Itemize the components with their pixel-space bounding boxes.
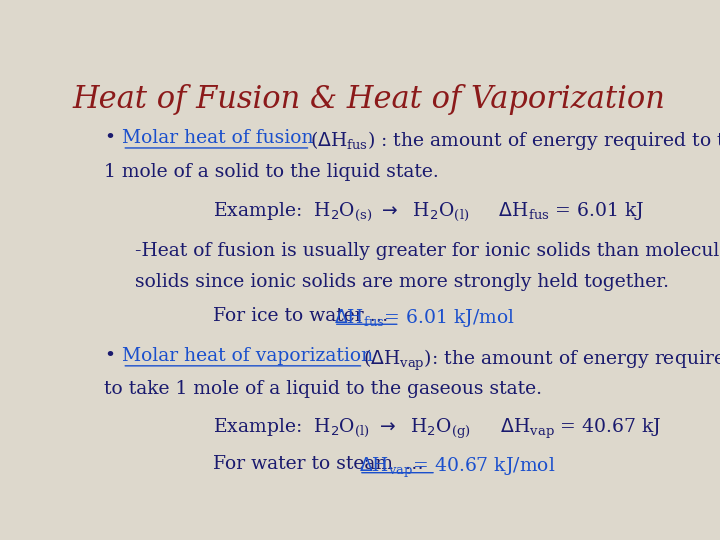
Text: For water to steam  …: For water to steam …	[213, 455, 436, 473]
Text: Heat of Fusion & Heat of Vaporization: Heat of Fusion & Heat of Vaporization	[73, 84, 665, 114]
Text: For ice to water …: For ice to water …	[213, 307, 400, 325]
Text: Molar heat of fusion: Molar heat of fusion	[122, 129, 320, 147]
Text: Molar heat of vaporization: Molar heat of vaporization	[122, 347, 379, 365]
Text: Example:  H$_2$O$_{\mathregular{(s)}}$ $\rightarrow$  H$_2$O$_{\mathregular{(l)}: Example: H$_2$O$_{\mathregular{(s)}}$ $\…	[213, 201, 644, 224]
Text: solids since ionic solids are more strongly held together.: solids since ionic solids are more stron…	[135, 273, 669, 291]
Text: 1 mole of a solid to the liquid state.: 1 mole of a solid to the liquid state.	[104, 163, 438, 181]
Text: ($\Delta$H$_{\mathregular{vap}}$): the amount of energy required: ($\Delta$H$_{\mathregular{vap}}$): the a…	[364, 347, 720, 373]
Text: $\Delta$H$_{\mathregular{fus}}$= 6.01 kJ/mol: $\Delta$H$_{\mathregular{fus}}$= 6.01 kJ…	[334, 307, 515, 329]
Text: •: •	[104, 347, 115, 365]
Text: ($\Delta$H$_{\mathregular{fus}}$) : the amount of energy required to take: ($\Delta$H$_{\mathregular{fus}}$) : the …	[310, 129, 720, 152]
Text: -Heat of fusion is usually greater for ionic solids than molecular: -Heat of fusion is usually greater for i…	[135, 241, 720, 260]
Text: $\Delta$H$_{\mathregular{vap}}$= 40.67 kJ/mol: $\Delta$H$_{\mathregular{vap}}$= 40.67 k…	[359, 455, 555, 480]
Text: to take 1 mole of a liquid to the gaseous state.: to take 1 mole of a liquid to the gaseou…	[104, 380, 542, 397]
Text: •: •	[104, 129, 115, 147]
Text: Example:  H$_2$O$_{\mathregular{(l)}}$ $\rightarrow$  H$_2$O$_{\mathregular{(g)}: Example: H$_2$O$_{\mathregular{(l)}}$ $\…	[213, 417, 661, 442]
